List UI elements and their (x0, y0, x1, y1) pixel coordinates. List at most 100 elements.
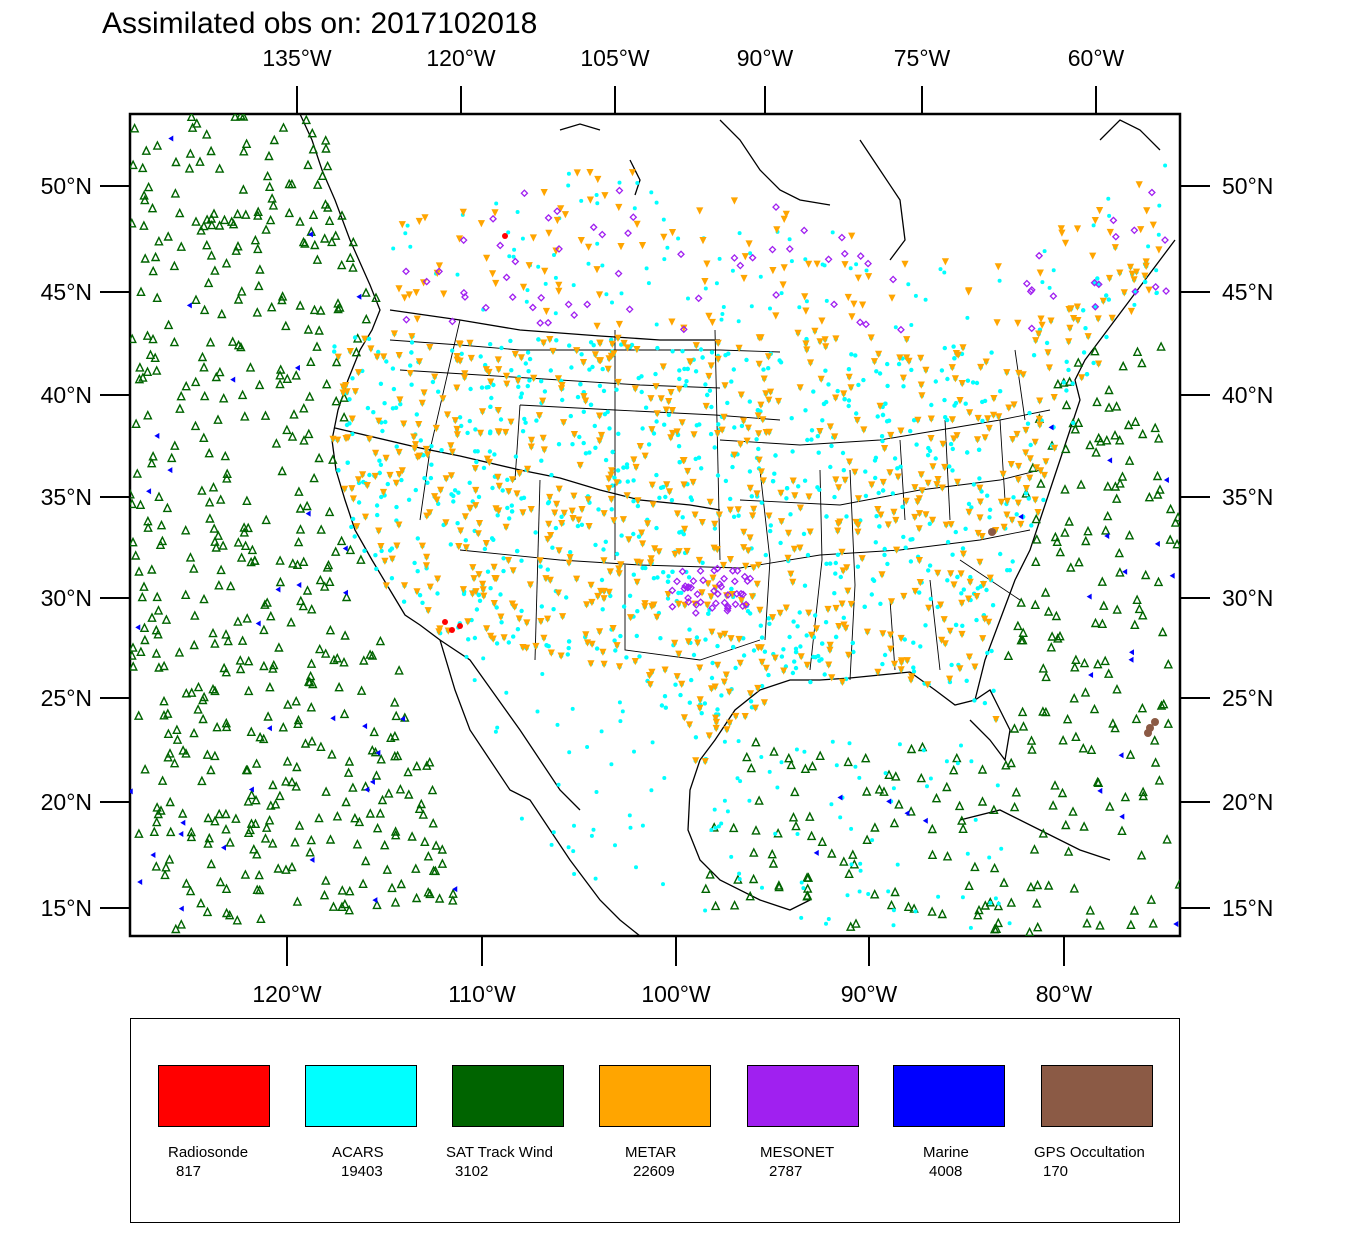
acars-marker (737, 231, 742, 236)
acars-marker (612, 475, 617, 480)
legend-item-marine: Marine 4008 (893, 1065, 1005, 1180)
sat-track-wind-marker (977, 796, 988, 806)
sat-track-wind-marker (1053, 378, 1063, 389)
acars-marker (476, 592, 481, 598)
acars-marker (619, 291, 624, 296)
metar-marker (789, 477, 797, 485)
sat-track-wind-marker (807, 760, 818, 771)
acars-marker (908, 559, 914, 564)
metar-marker (1089, 252, 1097, 260)
sat-track-wind-marker (390, 730, 400, 741)
metar-marker (601, 192, 609, 200)
metar-marker (680, 457, 688, 465)
metar-marker (1036, 421, 1044, 429)
sat-track-wind-marker (1032, 534, 1042, 544)
sat-track-wind-marker (181, 748, 191, 758)
map-content (130, 114, 1180, 936)
sat-track-wind-marker (423, 851, 434, 861)
marine-marker (1118, 752, 1124, 759)
sat-track-wind-marker (1032, 921, 1043, 932)
metar-marker (722, 671, 730, 679)
lat-label-left: 45°N (41, 279, 92, 305)
metar-marker (754, 684, 762, 693)
sat-track-wind-marker (199, 220, 209, 231)
metar-marker (547, 649, 555, 657)
acars-marker (579, 522, 585, 527)
metar-marker (513, 490, 521, 498)
sat-track-wind-marker (251, 758, 262, 768)
sat-track-wind-marker (303, 324, 314, 334)
metar-marker (754, 644, 762, 652)
acars-marker (801, 886, 806, 891)
metar-marker (911, 587, 919, 596)
metar-marker (413, 315, 421, 323)
sat-track-wind-marker (1038, 828, 1049, 838)
acars-marker (450, 348, 455, 353)
sat-track-wind-marker (336, 259, 347, 270)
metar-marker (1036, 397, 1044, 405)
acars-marker (519, 608, 524, 614)
metar-marker (847, 384, 855, 392)
sat-track-wind-marker (235, 655, 246, 665)
acars-marker (595, 241, 600, 246)
metar-marker (1032, 464, 1041, 472)
metar-marker (915, 557, 923, 565)
sat-track-wind-marker (767, 848, 777, 859)
sat-track-wind-marker (314, 812, 324, 823)
metar-marker (966, 578, 974, 586)
sat-track-wind-marker (165, 826, 176, 837)
acars-marker (519, 496, 524, 501)
metar-marker (994, 263, 1002, 271)
sat-track-wind-marker (379, 839, 390, 850)
acars-marker (457, 415, 463, 420)
sat-track-wind-marker (1117, 825, 1127, 835)
metar-marker (647, 559, 655, 567)
sat-track-wind-marker (325, 834, 336, 844)
mesonet-marker (537, 293, 546, 302)
metar-marker (686, 358, 694, 366)
acars-marker (539, 379, 544, 384)
acars-marker (677, 368, 682, 373)
acars-marker (559, 514, 564, 519)
acars-marker (748, 699, 754, 704)
metar-marker (803, 346, 811, 354)
metar-marker (902, 497, 910, 505)
mesonet-marker (689, 577, 698, 585)
sat-track-wind-marker (1110, 722, 1120, 733)
metar-marker (1149, 221, 1157, 229)
sat-track-wind-marker (204, 447, 214, 458)
acars-marker (552, 253, 556, 257)
sat-track-wind-marker (1131, 713, 1142, 724)
acars-marker (488, 404, 493, 409)
metar-marker (615, 203, 623, 212)
metar-marker (981, 615, 989, 623)
sat-track-wind-marker (190, 376, 201, 387)
metar-marker (395, 352, 403, 360)
acars-marker (813, 655, 818, 660)
mesonet-marker (728, 566, 737, 575)
acars-marker (593, 876, 598, 881)
metar-marker (842, 624, 850, 632)
acars-marker (987, 855, 992, 860)
mesonet-marker (615, 186, 624, 195)
sat-track-wind-marker (1156, 700, 1167, 710)
acars-marker (880, 438, 885, 444)
metar-marker (922, 511, 930, 519)
metar-marker (825, 661, 833, 669)
acars-marker (391, 246, 396, 251)
sat-track-wind-marker (201, 129, 212, 139)
acars-marker (766, 366, 771, 371)
mesonet-marker (677, 250, 685, 259)
sat-track-wind-marker (298, 556, 309, 566)
metar-marker (492, 279, 500, 288)
metar-marker (423, 553, 431, 561)
acars-marker (506, 230, 511, 235)
metar-marker (541, 267, 549, 275)
sat-track-wind-marker (309, 304, 320, 315)
metar-marker (708, 628, 716, 636)
metar-marker (947, 570, 955, 578)
metar-marker (818, 317, 826, 325)
acars-marker (1157, 203, 1162, 208)
metar-marker (650, 601, 658, 609)
observation-markers (130, 114, 1180, 936)
